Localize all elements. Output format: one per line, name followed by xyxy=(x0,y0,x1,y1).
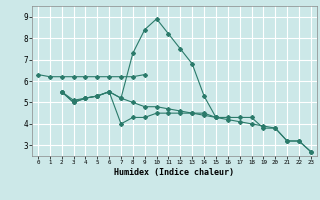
X-axis label: Humidex (Indice chaleur): Humidex (Indice chaleur) xyxy=(115,168,234,177)
